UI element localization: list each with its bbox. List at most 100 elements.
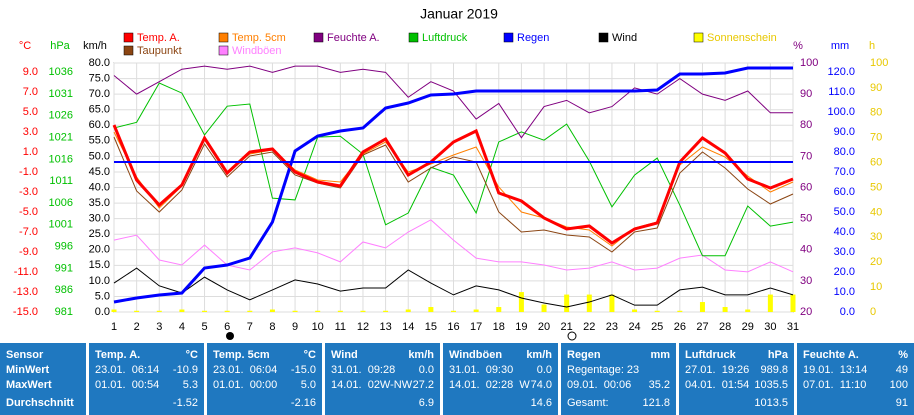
series-line [113, 136, 794, 253]
legend-swatch [218, 32, 229, 43]
stat-value: 5.0 [300, 379, 316, 391]
y-tick-label: 1016 [49, 153, 73, 165]
stat-value: -1.52 [172, 397, 198, 409]
bar [156, 310, 162, 312]
x-tick-label: 5 [201, 321, 207, 333]
y-tick-label: 70 [870, 132, 882, 144]
panel-title: Feuchte A. [803, 349, 859, 361]
stat-value: 6.9 [418, 397, 434, 409]
y-tick-label: 1036 [49, 66, 73, 78]
moon-icon [567, 331, 577, 341]
x-tick-label: 9 [292, 321, 298, 333]
y-tick-label: 30 [870, 231, 882, 243]
x-tick-label: 20 [538, 321, 550, 333]
x-tick-label: 6 [224, 321, 230, 333]
stat-value: 14.6 [530, 397, 552, 409]
y-tick-label: 40.0 [834, 226, 855, 238]
bar [767, 294, 773, 312]
axis-unit: °C [19, 40, 31, 52]
x-tick-label: 26 [674, 321, 686, 333]
axis-unit: % [793, 40, 803, 52]
bar [111, 309, 117, 312]
axis-unit: hPa [50, 40, 70, 52]
y-tick-label: 100.0 [827, 106, 855, 118]
y-tick-label: 30.0 [89, 213, 110, 225]
y-tick-label: -15.0 [13, 306, 38, 318]
bar [699, 302, 705, 312]
y-tick-label: 55.0 [89, 135, 110, 147]
y-tick-label: -3.0 [19, 186, 38, 198]
x-tick-label: 15 [425, 321, 437, 333]
y-tick-label: 40 [800, 244, 812, 256]
y-tick-label: 5.0 [23, 106, 38, 118]
chart-title: Januar 2019 [420, 6, 498, 22]
axis-unit: km/h [83, 40, 107, 52]
bar [202, 310, 208, 312]
bar [360, 310, 366, 312]
series-line [113, 66, 793, 304]
panel-unit: % [898, 349, 908, 361]
bar [383, 310, 389, 312]
legend-swatch [123, 45, 134, 56]
moon-icon [226, 332, 234, 340]
bar [564, 294, 570, 312]
bar [586, 294, 592, 312]
x-tick-label: 3 [156, 321, 162, 333]
bar [451, 310, 456, 312]
y-tick-label: 9.0 [23, 66, 38, 78]
y-tick-label: 75.0 [89, 72, 110, 84]
y-tick-label: 3.0 [23, 126, 38, 138]
y-tick-label: 981 [55, 306, 73, 318]
legend-swatch [408, 32, 419, 43]
bar [405, 309, 411, 312]
panel-title: Regen [567, 349, 601, 361]
y-tick-label: 90 [870, 82, 882, 94]
y-tick-label: 1031 [49, 88, 73, 100]
legend-label: Temp. 5cm [232, 32, 286, 44]
stat-value: 27.2 [412, 379, 434, 391]
legend-swatch [123, 32, 134, 43]
y-tick-label: 50.0 [89, 150, 110, 162]
y-tick-label: 1021 [49, 131, 73, 143]
row-label: MaxWert [6, 379, 52, 391]
y-tick-label: -5.0 [19, 206, 38, 218]
stat-value: -15.0 [290, 364, 316, 376]
y-tick-label: 986 [55, 284, 73, 296]
axis-unit: mm [831, 40, 849, 52]
stat-value: 14.01. 02W-NW [331, 379, 413, 391]
stat-value: 31.01. 09:28 [331, 364, 396, 376]
panel-unit: °C [303, 349, 316, 361]
panel-title: Temp. A. [95, 349, 141, 361]
legend-swatch [693, 32, 704, 43]
y-tick-label: 100 [800, 57, 818, 69]
stat-value: 5.3 [182, 379, 198, 391]
stat-value: 1013.5 [754, 397, 788, 409]
bar [269, 309, 275, 312]
stat-value: 14.01. 02:28 W [449, 379, 530, 391]
x-tick-label: 8 [269, 321, 275, 333]
y-tick-label: 110.0 [828, 86, 855, 98]
y-tick-label: 80 [800, 119, 812, 131]
series-line [113, 65, 793, 139]
y-tick-label: 100 [870, 57, 888, 69]
stat-panel: Temp. 5cm °C 23.01. 06:04 -15.0 01.01. 00:00… [207, 343, 322, 415]
bar [428, 307, 434, 312]
stat-value: 07.01. 11:10 [803, 379, 867, 391]
stat-value: 01.01. 00:54 [95, 379, 160, 391]
y-tick-label: 120.0 [827, 66, 855, 78]
y-tick-label: 70.0 [834, 166, 855, 178]
y-tick-label: 90 [800, 88, 812, 100]
y-tick-label: 20 [870, 256, 882, 268]
y-tick-label: 70 [800, 150, 812, 162]
x-tick-label: 19 [515, 321, 527, 333]
bar [790, 294, 796, 312]
stat-value: 0.0 [536, 364, 552, 376]
bar [518, 292, 524, 312]
y-tick-label: 60 [800, 181, 812, 193]
panel-unit: km/h [526, 349, 552, 361]
stats-table: Sensor MinWert MaxWert Durchschnitt Temp. A.… [0, 343, 914, 415]
y-tick-label: 40 [870, 206, 882, 218]
legend-swatch [313, 32, 324, 43]
stat-value: 23.01. 06:14 [95, 364, 160, 376]
x-tick-label: 4 [179, 321, 185, 333]
